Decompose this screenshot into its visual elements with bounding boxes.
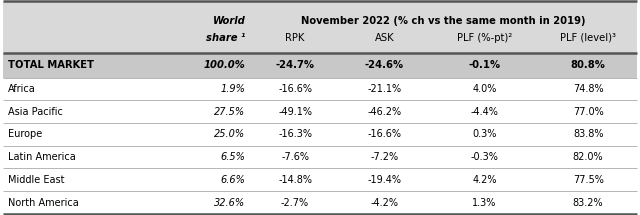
Text: World: World	[212, 16, 245, 26]
Text: -49.1%: -49.1%	[278, 107, 312, 117]
Text: ASK: ASK	[374, 32, 394, 43]
Text: PLF (%-pt)²: PLF (%-pt)²	[457, 32, 512, 43]
Text: 32.6%: 32.6%	[214, 198, 245, 207]
Bar	[3, 78, 637, 100]
Text: RPK: RPK	[285, 32, 305, 43]
Text: -16.3%: -16.3%	[278, 129, 312, 139]
Text: -7.2%: -7.2%	[371, 152, 399, 162]
Text: 4.0%: 4.0%	[472, 84, 497, 94]
Text: 27.5%: 27.5%	[214, 107, 245, 117]
Text: -16.6%: -16.6%	[278, 84, 312, 94]
Text: 83.8%: 83.8%	[573, 129, 604, 139]
Text: -7.6%: -7.6%	[281, 152, 309, 162]
Text: PLF (level)³: PLF (level)³	[560, 32, 616, 43]
Text: 74.8%: 74.8%	[573, 84, 604, 94]
Text: 77.5%: 77.5%	[573, 175, 604, 185]
Text: 77.0%: 77.0%	[573, 107, 604, 117]
Bar	[3, 169, 637, 191]
Text: 6.5%: 6.5%	[220, 152, 245, 162]
Text: Africa: Africa	[8, 84, 36, 94]
Text: 1.9%: 1.9%	[220, 84, 245, 94]
Bar	[3, 146, 637, 169]
Bar	[3, 100, 637, 123]
Text: -0.3%: -0.3%	[470, 152, 499, 162]
Bar	[3, 1, 637, 53]
Text: -4.2%: -4.2%	[371, 198, 399, 207]
Text: 4.2%: 4.2%	[472, 175, 497, 185]
Text: -46.2%: -46.2%	[367, 107, 401, 117]
Text: 1.3%: 1.3%	[472, 198, 497, 207]
Text: 6.6%: 6.6%	[220, 175, 245, 185]
Bar	[3, 123, 637, 146]
Text: -0.1%: -0.1%	[468, 60, 500, 70]
Text: -24.7%: -24.7%	[276, 60, 314, 70]
Text: -21.1%: -21.1%	[367, 84, 401, 94]
Bar	[3, 191, 637, 214]
Text: 100.0%: 100.0%	[204, 60, 245, 70]
Text: Asia Pacific: Asia Pacific	[8, 107, 63, 117]
Text: Europe: Europe	[8, 129, 43, 139]
Text: 82.0%: 82.0%	[573, 152, 604, 162]
Text: 80.8%: 80.8%	[571, 60, 605, 70]
Text: -16.6%: -16.6%	[367, 129, 401, 139]
Text: share ¹: share ¹	[206, 32, 245, 43]
Text: -24.6%: -24.6%	[365, 60, 404, 70]
Text: November 2022 (% ch vs the same month in 2019): November 2022 (% ch vs the same month in…	[301, 16, 586, 26]
Text: 0.3%: 0.3%	[472, 129, 497, 139]
Text: TOTAL MARKET: TOTAL MARKET	[8, 60, 94, 70]
Text: Middle East: Middle East	[8, 175, 65, 185]
Text: -2.7%: -2.7%	[281, 198, 309, 207]
Bar	[3, 53, 637, 78]
Text: -4.4%: -4.4%	[470, 107, 499, 117]
Text: Latin America: Latin America	[8, 152, 76, 162]
Text: 25.0%: 25.0%	[214, 129, 245, 139]
Text: -19.4%: -19.4%	[367, 175, 401, 185]
Text: North America: North America	[8, 198, 79, 207]
Text: 83.2%: 83.2%	[573, 198, 604, 207]
Text: -14.8%: -14.8%	[278, 175, 312, 185]
